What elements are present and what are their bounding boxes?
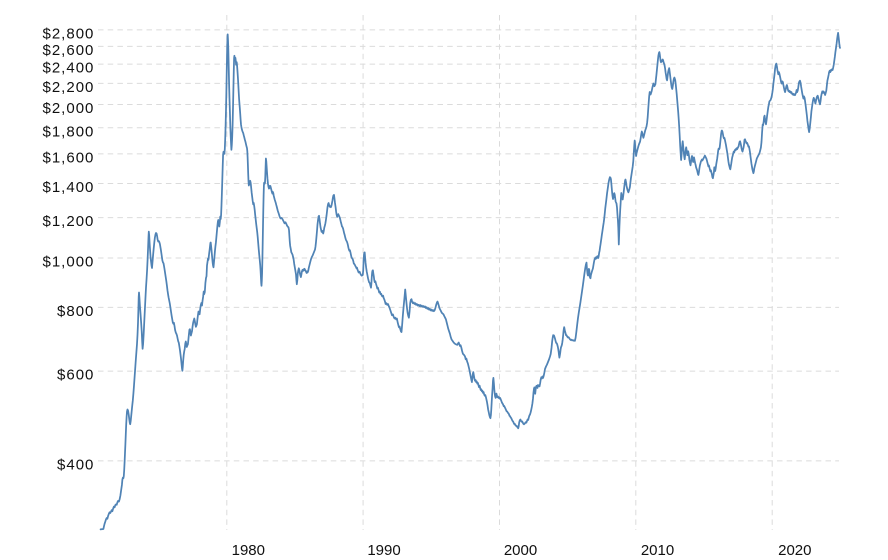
svg-text:$2,000: $2,000 [43,100,95,117]
svg-text:$600: $600 [57,367,94,384]
svg-text:$1,600: $1,600 [43,149,95,166]
svg-text:$1,800: $1,800 [43,123,95,140]
svg-text:1990: 1990 [367,542,400,559]
svg-text:2010: 2010 [641,542,674,559]
svg-text:$2,200: $2,200 [43,79,95,96]
svg-text:$1,400: $1,400 [43,179,95,196]
svg-text:2020: 2020 [778,542,811,559]
svg-text:1980: 1980 [232,542,265,559]
svg-text:$2,600: $2,600 [43,42,95,59]
svg-text:$2,800: $2,800 [43,25,95,42]
svg-text:$1,200: $1,200 [43,213,95,230]
svg-text:$2,400: $2,400 [43,60,95,77]
svg-text:$800: $800 [57,303,94,320]
svg-text:$1,000: $1,000 [43,254,95,271]
svg-text:2000: 2000 [504,542,537,559]
svg-text:$400: $400 [57,456,94,473]
